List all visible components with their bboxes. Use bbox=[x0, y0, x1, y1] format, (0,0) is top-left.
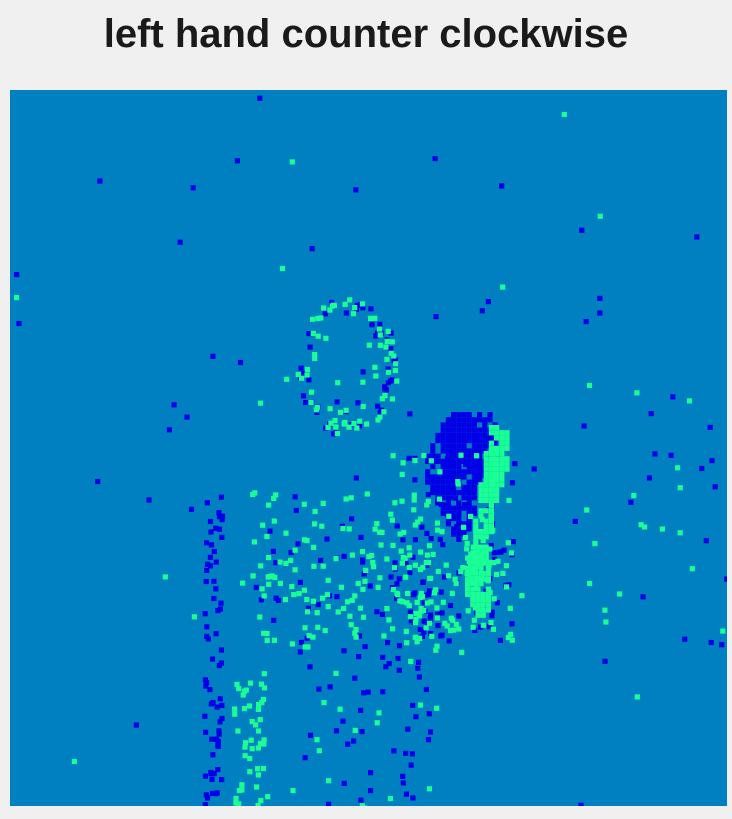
positive-events bbox=[13, 111, 726, 806]
frame-background bbox=[10, 90, 727, 806]
figure-title: left hand counter clockwise bbox=[103, 12, 629, 56]
event-frame-image bbox=[10, 90, 727, 806]
